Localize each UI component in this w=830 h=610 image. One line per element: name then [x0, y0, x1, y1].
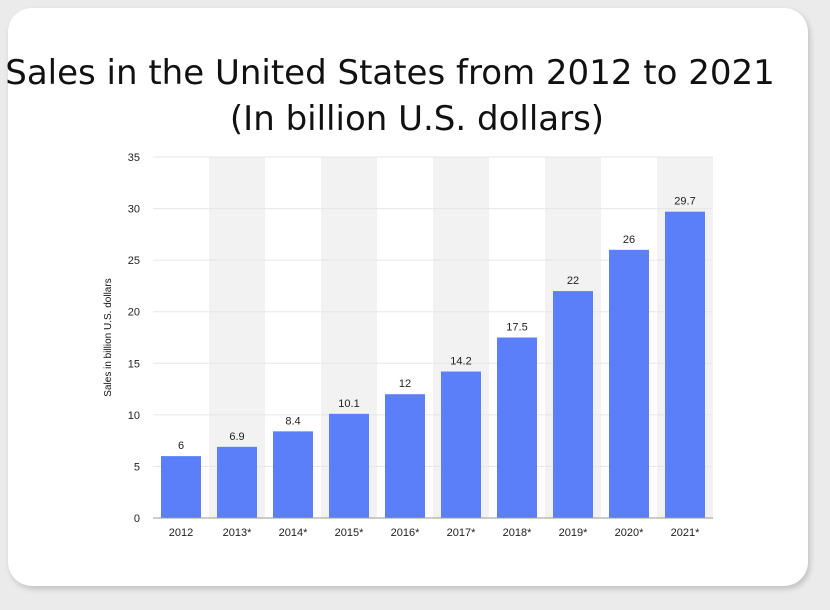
chart-title-line1: Sales in the United States from 2012 to …	[5, 53, 775, 93]
bar	[665, 211, 705, 518]
x-tick-label: 2013*	[223, 527, 252, 539]
x-tick-label: 2016*	[391, 527, 420, 539]
data-label: 6.9	[229, 431, 244, 443]
x-tick-label: 2014*	[279, 527, 308, 539]
data-label: 12	[399, 378, 411, 390]
x-axis-ticks: 2012 2013* 2014* 2015* 2016* 2017* 2018* 2019* 2…	[169, 527, 700, 539]
x-tick-label: 2020*	[615, 527, 644, 539]
data-label: 26	[623, 234, 635, 246]
x-tick-label: 2019*	[559, 527, 588, 539]
y-tick-label: 35	[128, 152, 140, 164]
y-tick-label: 25	[128, 255, 140, 267]
data-label: 29.7	[674, 196, 695, 208]
bar	[441, 371, 481, 518]
y-tick-label: 5	[134, 461, 140, 473]
data-label: 17.5	[506, 322, 527, 334]
bar	[161, 456, 201, 518]
chart-title-line2: (In billion U.S. dollars)	[229, 99, 605, 139]
x-tick-label: 2017*	[447, 527, 476, 539]
data-label: 22	[567, 275, 579, 287]
bar	[609, 249, 649, 519]
y-axis-ticks: 0 5 10 15 20 25 30 35	[128, 152, 140, 525]
data-label: 8.4	[285, 415, 300, 427]
y-tick-label: 20	[128, 307, 140, 319]
data-label: 10.1	[338, 398, 359, 410]
y-tick-label: 15	[128, 358, 140, 370]
y-axis-label: Sales in billion U.S. dollars	[103, 278, 114, 396]
bar	[217, 446, 257, 518]
x-tick-label: 2012	[169, 527, 193, 539]
y-tick-label: 10	[128, 410, 140, 422]
bar	[329, 413, 369, 518]
bar	[385, 394, 425, 518]
data-label: 6	[178, 440, 184, 452]
x-tick-label: 2021*	[671, 527, 700, 539]
bars	[161, 211, 705, 519]
bar	[273, 431, 313, 518]
data-labels: 6 6.9 8.4 10.1 12 14.2 17.5 22 26 29.7	[178, 196, 696, 452]
bar	[497, 337, 537, 518]
y-tick-label: 30	[128, 204, 140, 216]
bar	[553, 291, 593, 518]
data-label: 14.2	[450, 356, 471, 368]
x-tick-label: 2018*	[503, 527, 532, 539]
y-tick-label: 0	[134, 513, 140, 525]
chart-title: Sales in the United States from 2012 to …	[0, 50, 780, 142]
x-tick-label: 2015*	[335, 527, 364, 539]
